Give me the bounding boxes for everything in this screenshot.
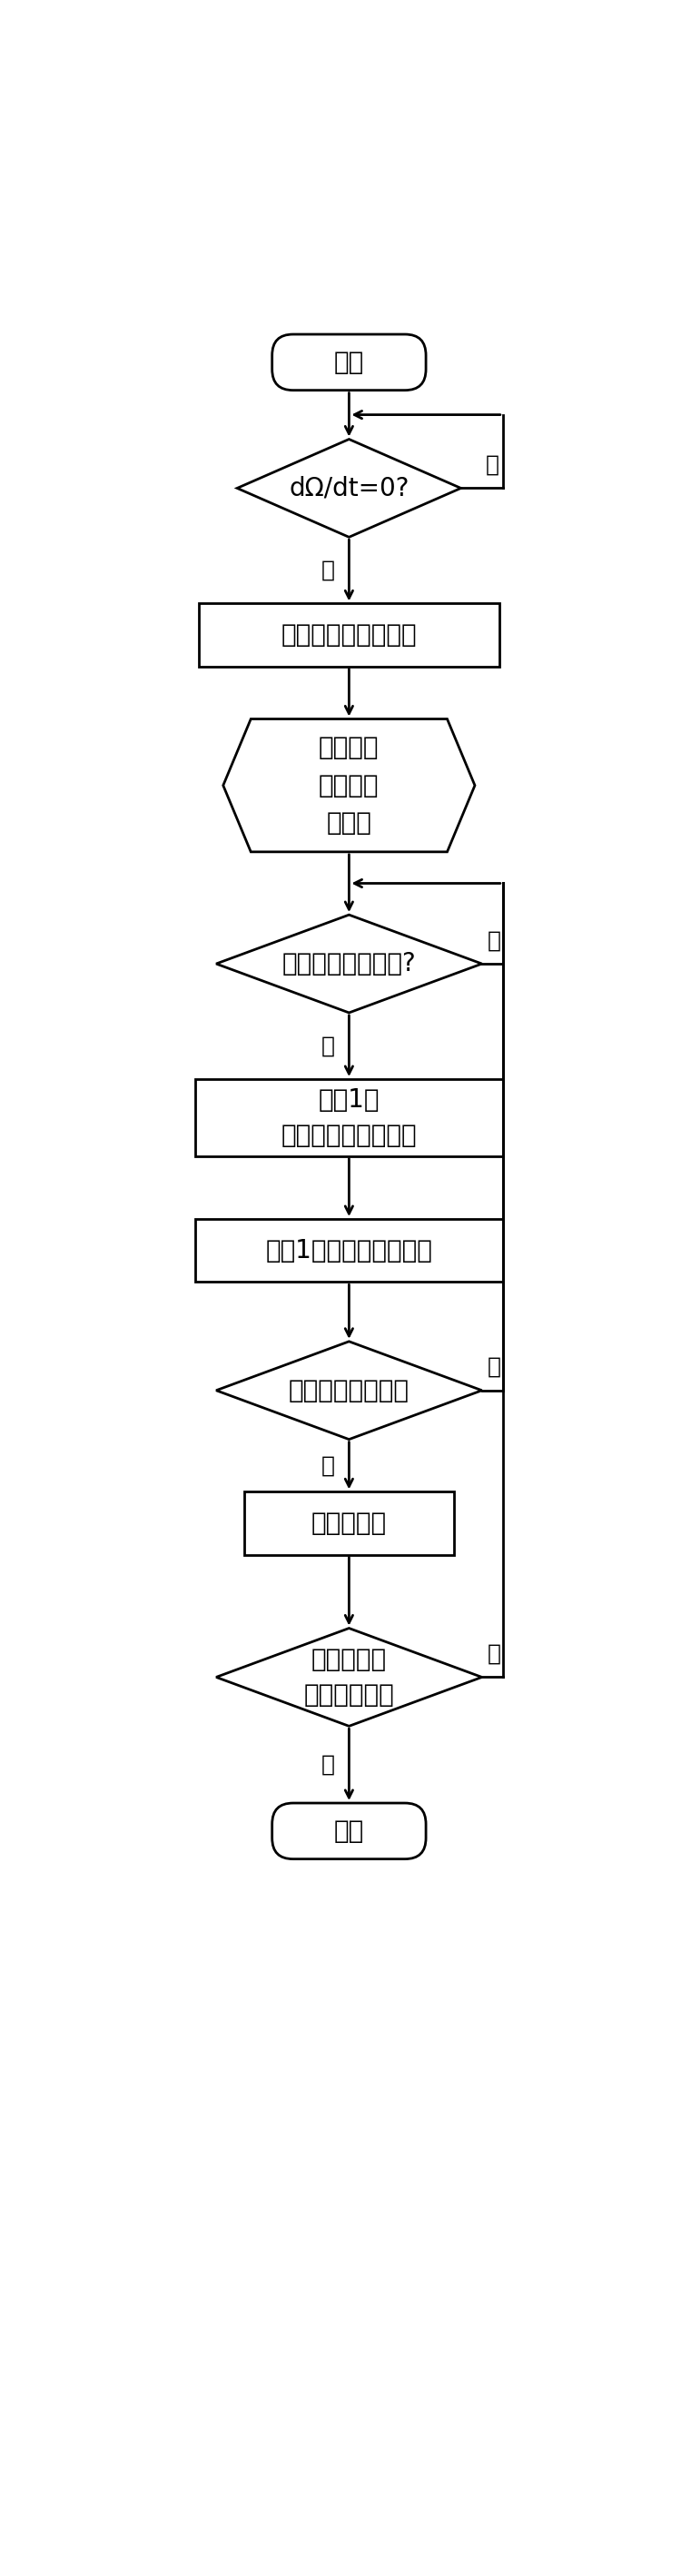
Text: 否: 否 <box>488 1643 501 1664</box>
Text: 是: 是 <box>321 1036 335 1056</box>
Bar <box>195 1218 503 1283</box>
Text: 辨识值是否
达到精度要求: 辨识值是否 达到精度要求 <box>304 1646 394 1708</box>
Polygon shape <box>223 719 475 853</box>
Text: 是: 是 <box>321 1754 335 1775</box>
Text: 恒定负载扰动转矩值: 恒定负载扰动转矩值 <box>281 623 417 647</box>
Text: 否: 否 <box>488 1355 501 1378</box>
FancyBboxPatch shape <box>272 1803 426 1860</box>
Polygon shape <box>216 1342 482 1440</box>
Polygon shape <box>216 1628 482 1726</box>
Text: 否: 否 <box>486 453 499 477</box>
Text: 开始: 开始 <box>334 350 364 376</box>
Text: 进行1次
最小二乘估计法递推: 进行1次 最小二乘估计法递推 <box>281 1087 417 1149</box>
Text: 是: 是 <box>321 559 335 582</box>
Text: 计算1次转动惯量估计值: 计算1次转动惯量估计值 <box>266 1239 432 1262</box>
Text: dΩ/dt=0?: dΩ/dt=0? <box>289 477 409 500</box>
Bar <box>244 1492 454 1556</box>
Text: 输出辨识值: 输出辨识值 <box>311 1510 387 1535</box>
Text: 准备辨识
转动惯量
估计值: 准备辨识 转动惯量 估计值 <box>319 734 379 835</box>
FancyBboxPatch shape <box>272 335 426 389</box>
Text: 是否满足输出条件: 是否满足输出条件 <box>289 1378 409 1404</box>
Bar <box>199 603 499 667</box>
Text: 否: 否 <box>488 930 501 951</box>
Text: 系统处于动态状态?: 系统处于动态状态? <box>282 951 416 976</box>
Bar <box>195 1079 503 1157</box>
Polygon shape <box>216 914 482 1012</box>
Polygon shape <box>237 440 461 538</box>
Text: 是: 是 <box>321 1455 335 1476</box>
Text: 结束: 结束 <box>334 1819 364 1844</box>
